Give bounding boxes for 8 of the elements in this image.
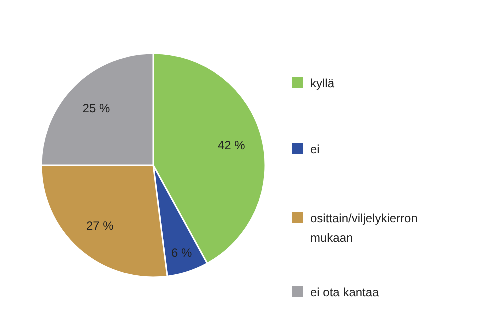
- legend-label: osittain/viljelykierron mukaan: [310, 212, 418, 246]
- data-label: 6 %: [172, 246, 193, 260]
- legend-label: kyllä: [310, 76, 335, 90]
- data-label: 42 %: [218, 138, 246, 152]
- legend-label: ei ota kantaa: [310, 286, 380, 300]
- legend-label: ei: [310, 142, 320, 156]
- data-label: 27 %: [86, 218, 114, 233]
- data-label: 25 %: [82, 101, 110, 116]
